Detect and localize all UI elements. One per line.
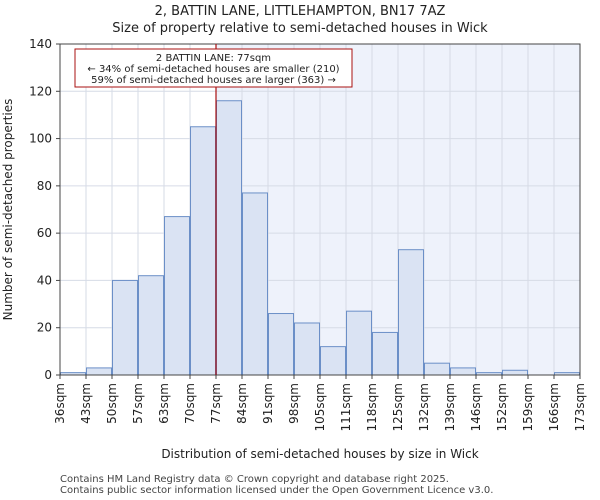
bar-43sqm: [86, 367, 112, 376]
x-tick-label-125sqm: 125sqm: [391, 383, 405, 431]
bar-111sqm: [346, 310, 372, 376]
chart-subtitle: Size of property relative to semi-detach…: [112, 21, 488, 36]
bar-50sqm: [112, 279, 138, 376]
x-tick-label-139sqm: 139sqm: [443, 383, 457, 431]
bar-118sqm: [372, 331, 398, 376]
x-tick-label-84sqm: 84sqm: [235, 383, 249, 424]
chart-title: 2, BATTIN LANE, LITTLEHAMPTON, BN17 7AZ: [154, 4, 446, 19]
x-tick-label-118sqm: 118sqm: [365, 383, 379, 431]
y-tick-label-20: 20: [37, 321, 52, 335]
x-tick-label-91sqm: 91sqm: [261, 383, 275, 424]
x-tick-label-43sqm: 43sqm: [79, 383, 93, 424]
y-tick-label-120: 120: [29, 84, 52, 98]
annotation-box: [74, 48, 353, 88]
footer-line-2: Contains public sector information licen…: [60, 485, 494, 496]
x-tick-label-70sqm: 70sqm: [183, 383, 197, 424]
y-tick-label-60: 60: [37, 226, 52, 240]
bar-98sqm: [294, 322, 320, 376]
x-tick-label-98sqm: 98sqm: [287, 383, 301, 424]
y-tick-label-100: 100: [29, 132, 52, 146]
bar-105sqm: [320, 346, 346, 376]
bar-139sqm: [450, 367, 476, 376]
annotation-line-1: 2 BATTIN LANE: 77sqm: [156, 53, 271, 64]
x-tick-label-166sqm: 166sqm: [547, 383, 561, 431]
bar-152sqm: [502, 369, 528, 376]
x-tick-label-146sqm: 146sqm: [469, 383, 483, 431]
x-tick-label-105sqm: 105sqm: [313, 383, 327, 431]
x-tick-label-63sqm: 63sqm: [157, 383, 171, 424]
x-tick-label-50sqm: 50sqm: [105, 383, 119, 424]
annotation-line-2: ← 34% of semi-detached houses are smalle…: [87, 64, 339, 75]
x-axis-label: Distribution of semi-detached houses by …: [161, 447, 478, 461]
x-tick-label-36sqm: 36sqm: [53, 383, 67, 424]
bar-91sqm: [268, 313, 294, 376]
bar-63sqm: [164, 216, 190, 376]
y-tick-label-140: 140: [29, 37, 52, 51]
y-tick-label-0: 0: [44, 368, 52, 382]
annotation-line-3: 59% of semi-detached houses are larger (…: [91, 75, 336, 86]
y-tick-label-80: 80: [37, 179, 52, 193]
x-tick-label-77sqm: 77sqm: [209, 383, 223, 424]
x-tick-label-173sqm: 173sqm: [573, 383, 587, 431]
x-tick-label-152sqm: 152sqm: [495, 383, 509, 431]
bar-57sqm: [138, 275, 164, 376]
x-tick-label-57sqm: 57sqm: [131, 383, 145, 424]
y-tick-label-40: 40: [37, 273, 52, 287]
y-axis-label: Number of semi-detached properties: [1, 99, 15, 321]
bar-77sqm: [216, 100, 242, 376]
x-tick-label-159sqm: 159sqm: [521, 383, 535, 431]
bar-132sqm: [424, 362, 450, 376]
bar-70sqm: [190, 126, 216, 376]
footer-line-1: Contains HM Land Registry data © Crown c…: [60, 474, 449, 485]
bar-125sqm: [398, 249, 424, 376]
bar-84sqm: [242, 192, 268, 376]
x-tick-label-111sqm: 111sqm: [339, 383, 353, 431]
x-tick-label-132sqm: 132sqm: [417, 383, 431, 431]
